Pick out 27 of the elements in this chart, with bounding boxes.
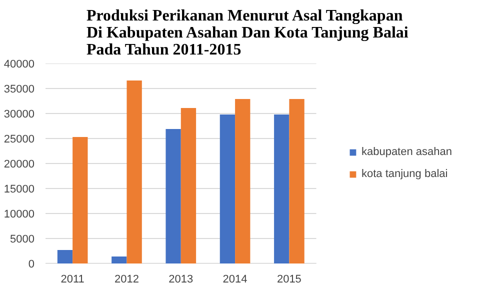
y-tick-label: 35000 bbox=[4, 84, 35, 96]
legend-label: kota tanjung balai bbox=[361, 168, 448, 180]
y-tick-label: 15000 bbox=[4, 184, 35, 196]
bar bbox=[289, 99, 304, 264]
x-tick-label: 2013 bbox=[168, 274, 194, 286]
y-tick-label: 5000 bbox=[10, 234, 35, 246]
bar bbox=[220, 114, 236, 264]
y-tick-label: 20000 bbox=[4, 158, 35, 170]
x-tick-label: 2015 bbox=[276, 274, 302, 286]
bar bbox=[72, 137, 88, 264]
x-tick-label: 2014 bbox=[222, 274, 248, 286]
bar bbox=[180, 108, 196, 264]
y-tick-label: 10000 bbox=[4, 208, 35, 220]
y-tick-label: 30000 bbox=[4, 108, 35, 120]
legend-label: kabupaten asahan bbox=[361, 146, 452, 158]
bar bbox=[126, 80, 142, 264]
y-tick-label: 0 bbox=[28, 258, 35, 270]
bar bbox=[274, 114, 290, 264]
bar bbox=[166, 129, 181, 264]
y-tick-label: 40000 bbox=[4, 58, 35, 70]
bar bbox=[112, 256, 127, 264]
x-tick-label: 2012 bbox=[114, 274, 139, 286]
y-tick-label: 25000 bbox=[4, 134, 35, 146]
bar bbox=[235, 99, 250, 264]
bar bbox=[57, 250, 73, 264]
x-tick-label: 2011 bbox=[60, 274, 84, 286]
chart-title: Produksi Perikanan Menurut Asal Tangkapan Di Kabupaten Asahan Dan Kota Tanjung Balai Pada Tahun 2011-2015 bbox=[86, 8, 409, 58]
